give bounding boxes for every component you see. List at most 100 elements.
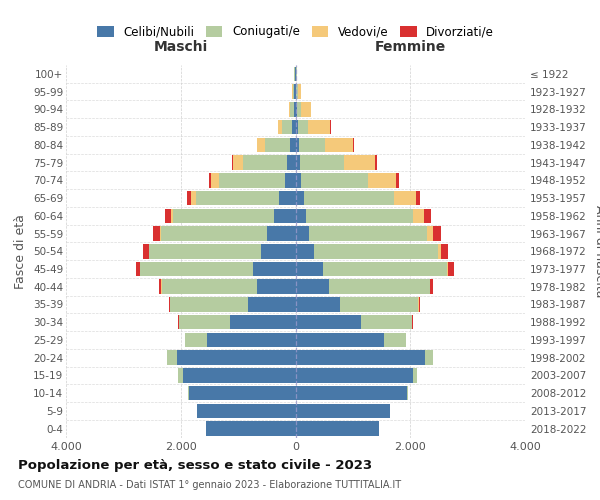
Bar xyxy=(299,138,325,152)
Bar xyxy=(296,280,329,294)
Bar xyxy=(298,120,308,134)
Bar xyxy=(296,84,298,99)
Bar xyxy=(296,386,407,400)
Bar xyxy=(296,173,301,188)
Bar xyxy=(290,102,294,117)
Bar xyxy=(169,297,170,312)
Bar xyxy=(299,156,344,170)
Bar xyxy=(265,138,290,152)
Bar xyxy=(296,332,385,347)
Bar xyxy=(298,84,301,99)
Bar xyxy=(278,120,282,134)
Bar xyxy=(233,156,243,170)
Bar xyxy=(412,315,413,330)
Bar xyxy=(161,226,268,241)
Bar xyxy=(279,191,296,206)
Bar xyxy=(296,315,361,330)
Bar xyxy=(296,138,299,152)
Bar xyxy=(262,244,296,258)
Bar xyxy=(430,280,433,294)
Bar xyxy=(361,315,412,330)
Bar xyxy=(448,262,454,276)
Y-axis label: Anni di nascita: Anni di nascita xyxy=(593,205,600,298)
Bar xyxy=(232,156,233,170)
Bar xyxy=(296,422,379,436)
Bar xyxy=(136,262,140,276)
Bar xyxy=(413,368,418,382)
Bar xyxy=(287,156,296,170)
Text: COMUNE DI ANDRIA - Dati ISTAT 1° gennaio 2023 - Elaborazione TUTTITALIA.IT: COMUNE DI ANDRIA - Dati ISTAT 1° gennaio… xyxy=(18,480,401,490)
Bar xyxy=(292,120,296,134)
Bar xyxy=(293,84,295,99)
Bar xyxy=(296,368,413,382)
Bar xyxy=(344,156,374,170)
Bar xyxy=(206,422,296,436)
Bar xyxy=(295,84,296,99)
Bar xyxy=(413,208,424,223)
Bar xyxy=(309,226,427,241)
Bar xyxy=(296,226,309,241)
Bar xyxy=(374,156,377,170)
Bar xyxy=(191,191,196,206)
Bar xyxy=(178,315,179,330)
Bar xyxy=(159,280,161,294)
Bar xyxy=(248,297,296,312)
Bar xyxy=(257,280,296,294)
Bar xyxy=(314,244,439,258)
Bar xyxy=(329,280,430,294)
Bar xyxy=(160,226,161,241)
Bar xyxy=(307,208,413,223)
Bar xyxy=(427,226,433,241)
Bar xyxy=(189,386,296,400)
Bar xyxy=(296,156,299,170)
Bar xyxy=(296,297,340,312)
Bar xyxy=(164,208,171,223)
Bar xyxy=(289,102,290,117)
Bar xyxy=(230,315,296,330)
Bar xyxy=(161,280,257,294)
Bar xyxy=(296,404,390,418)
Bar xyxy=(183,368,296,382)
Bar xyxy=(368,173,396,188)
Bar xyxy=(197,404,296,418)
Bar xyxy=(424,208,431,223)
Bar xyxy=(301,173,368,188)
Bar xyxy=(340,297,418,312)
Bar xyxy=(385,332,406,347)
Text: Femmine: Femmine xyxy=(374,40,446,54)
Bar xyxy=(173,208,274,223)
Bar xyxy=(447,262,448,276)
Bar xyxy=(296,120,298,134)
Text: Popolazione per età, sesso e stato civile - 2023: Popolazione per età, sesso e stato civil… xyxy=(18,459,372,472)
Bar xyxy=(171,208,173,223)
Bar xyxy=(206,332,296,347)
Bar xyxy=(296,102,301,117)
Bar xyxy=(187,191,191,206)
Bar xyxy=(296,244,314,258)
Bar xyxy=(396,173,399,188)
Bar xyxy=(416,191,420,206)
Bar xyxy=(296,262,323,276)
Legend: Celibi/Nubili, Coniugati/e, Vedovi/e, Divorziati/e: Celibi/Nubili, Coniugati/e, Vedovi/e, Di… xyxy=(92,20,499,43)
Bar xyxy=(433,226,441,241)
Bar xyxy=(439,244,441,258)
Bar xyxy=(441,244,448,258)
Bar xyxy=(179,315,230,330)
Bar xyxy=(211,173,219,188)
Bar xyxy=(243,156,287,170)
Bar xyxy=(196,191,279,206)
Bar xyxy=(167,350,178,365)
Bar xyxy=(219,173,285,188)
Bar xyxy=(325,138,353,152)
Bar xyxy=(268,226,296,241)
Bar xyxy=(294,102,296,117)
Bar xyxy=(425,350,433,365)
Bar xyxy=(257,138,265,152)
Bar xyxy=(290,138,296,152)
Bar xyxy=(140,262,253,276)
Bar xyxy=(170,297,248,312)
Bar xyxy=(282,120,292,134)
Bar xyxy=(274,208,296,223)
Bar xyxy=(394,191,416,206)
Bar xyxy=(323,262,447,276)
